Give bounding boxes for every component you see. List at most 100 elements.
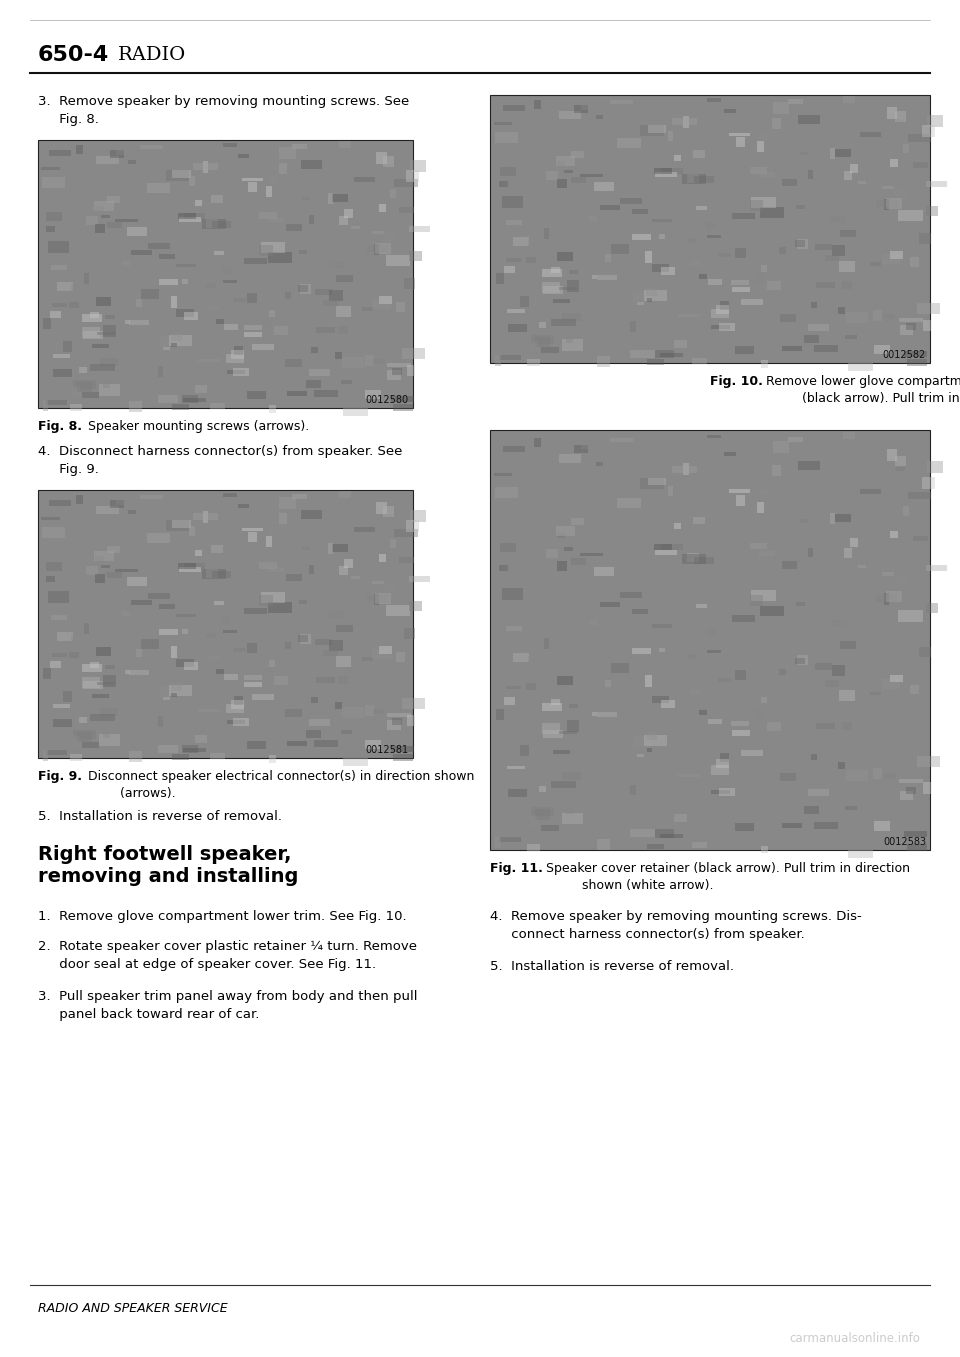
Bar — [48, 242, 69, 252]
Bar — [248, 532, 256, 543]
Bar — [839, 261, 855, 273]
Bar — [506, 626, 521, 631]
Bar — [216, 319, 225, 323]
Bar — [495, 837, 501, 848]
Bar — [303, 531, 320, 539]
Bar — [109, 499, 124, 508]
Bar — [125, 320, 130, 324]
Bar — [263, 668, 272, 680]
Bar — [376, 502, 387, 514]
Bar — [750, 199, 763, 212]
Bar — [43, 668, 52, 680]
Bar — [159, 280, 179, 285]
Bar — [741, 750, 763, 756]
Bar — [716, 759, 729, 768]
Bar — [844, 171, 852, 180]
Bar — [495, 273, 504, 285]
Bar — [619, 592, 641, 597]
Bar — [788, 437, 804, 442]
Bar — [286, 574, 301, 581]
Bar — [244, 258, 267, 265]
Bar — [160, 685, 178, 696]
Bar — [655, 550, 678, 555]
Bar — [757, 502, 763, 513]
Bar — [732, 616, 755, 622]
Bar — [814, 346, 837, 353]
Text: Fig. 9.: Fig. 9. — [38, 769, 82, 783]
Bar — [242, 528, 262, 532]
Bar — [557, 161, 565, 166]
Bar — [303, 180, 320, 190]
Bar — [309, 719, 330, 726]
Bar — [378, 204, 387, 212]
Bar — [166, 171, 189, 182]
Bar — [804, 806, 819, 814]
Bar — [876, 594, 898, 601]
Bar — [780, 669, 786, 674]
Bar — [882, 254, 900, 265]
Bar — [209, 307, 220, 311]
Bar — [760, 845, 768, 854]
Bar — [383, 506, 394, 517]
Bar — [542, 286, 563, 294]
Bar — [353, 528, 374, 532]
Bar — [499, 182, 508, 187]
Bar — [305, 380, 321, 388]
Bar — [693, 151, 705, 157]
Bar — [409, 601, 421, 611]
Bar — [130, 400, 142, 411]
Bar — [365, 389, 381, 399]
Bar — [708, 650, 721, 653]
Bar — [259, 562, 276, 569]
Bar — [242, 178, 262, 182]
Bar — [773, 441, 789, 453]
Bar — [336, 274, 352, 282]
Bar — [899, 779, 924, 783]
Bar — [299, 600, 307, 604]
Bar — [838, 761, 845, 769]
Bar — [82, 742, 100, 748]
Bar — [327, 543, 333, 554]
Bar — [399, 208, 414, 213]
Bar — [883, 313, 895, 319]
Bar — [541, 347, 559, 353]
Bar — [226, 704, 244, 714]
Bar — [924, 783, 931, 794]
Bar — [899, 609, 923, 622]
Bar — [378, 646, 392, 654]
Bar — [183, 312, 198, 320]
Bar — [760, 605, 783, 616]
Bar — [557, 533, 565, 537]
Bar — [324, 650, 338, 657]
Bar — [266, 536, 272, 547]
Bar — [558, 252, 572, 261]
Bar — [908, 491, 931, 499]
Bar — [655, 544, 672, 551]
Bar — [268, 178, 278, 183]
Bar — [378, 554, 387, 562]
Bar — [914, 536, 928, 541]
Bar — [543, 228, 549, 239]
Bar — [339, 491, 350, 498]
Bar — [653, 624, 672, 627]
Bar — [327, 193, 333, 204]
Bar — [83, 681, 103, 689]
Bar — [886, 449, 898, 460]
Bar — [300, 284, 311, 294]
Bar — [71, 634, 87, 643]
Bar — [104, 326, 116, 337]
Bar — [179, 217, 201, 221]
Bar — [735, 346, 754, 354]
Bar — [504, 266, 516, 273]
Bar — [214, 251, 225, 255]
Bar — [209, 657, 220, 661]
Bar — [230, 350, 244, 358]
Bar — [42, 750, 48, 761]
Bar — [336, 624, 352, 632]
Bar — [503, 104, 525, 111]
Bar — [759, 133, 770, 138]
Bar — [159, 630, 179, 635]
Bar — [528, 239, 545, 248]
Bar — [857, 180, 866, 185]
Bar — [383, 582, 395, 593]
